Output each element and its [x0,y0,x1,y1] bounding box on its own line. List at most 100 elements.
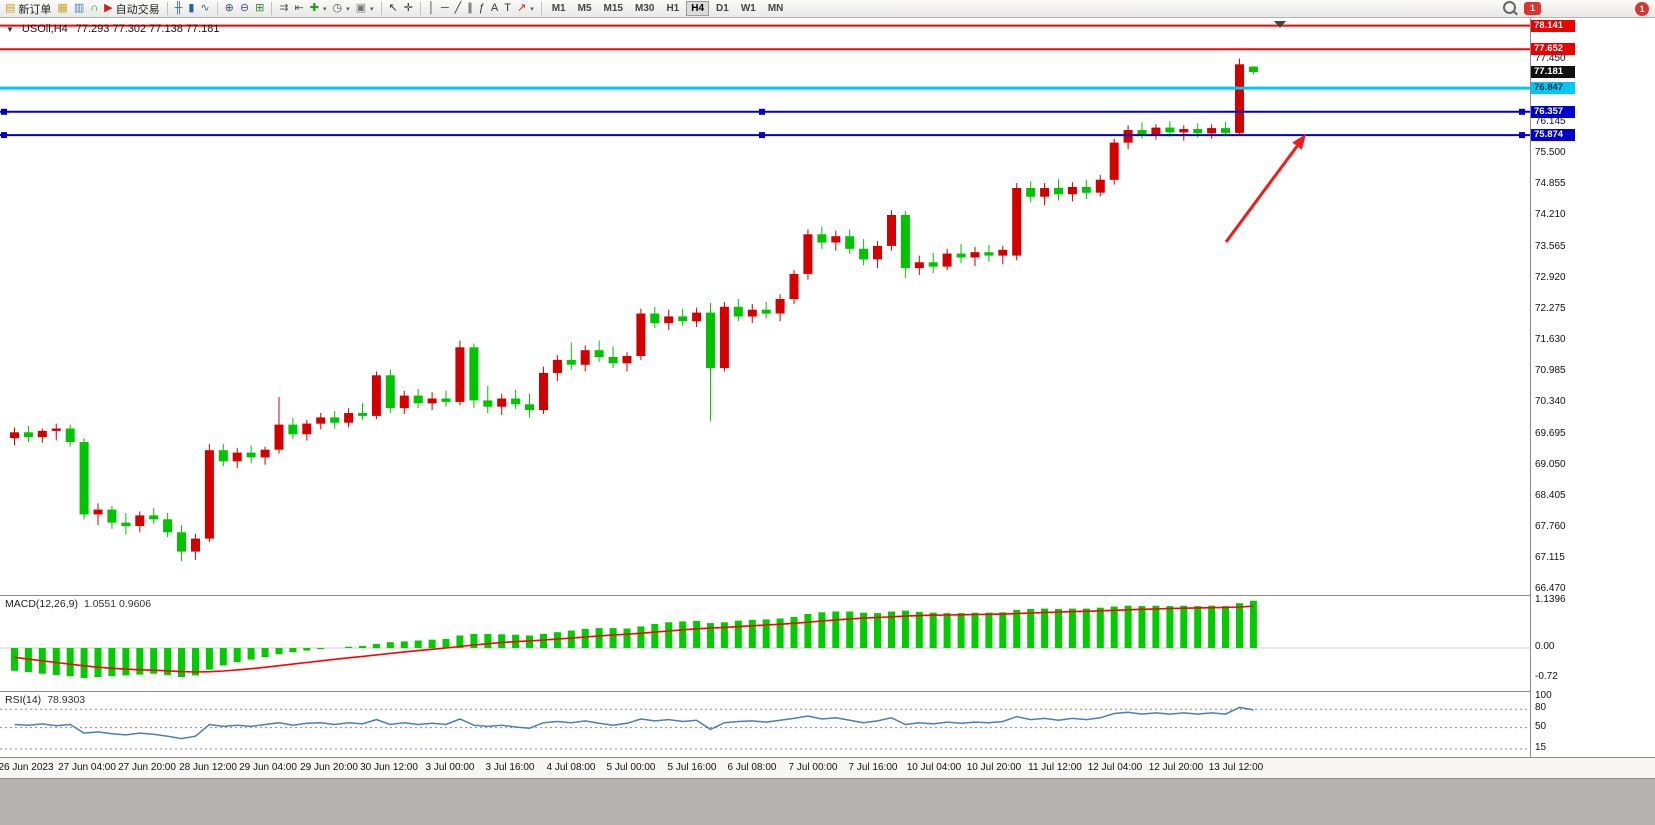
line-handle[interactable] [759,108,765,115]
candle-body [636,313,646,356]
line-handle[interactable] [1519,108,1525,115]
time-axis-label: 28 Jun 12:00 [179,762,237,773]
search-button[interactable] [1503,0,1516,17]
zoom-out-button[interactable]: ⊖ [237,1,252,17]
notification-badge[interactable]: 1 [1635,1,1649,16]
trendline-button[interactable]: ╱ [452,1,465,17]
price-tick-label: 72.275 [1535,303,1566,314]
toolbar-separator [166,2,168,15]
candle-body [956,253,966,258]
price-tick-label: 74.855 [1535,178,1566,189]
chart-shift-button[interactable]: ⇤ [292,1,307,17]
line-handle[interactable] [1519,132,1525,139]
chart-shift-icon: ⇤ [294,2,304,14]
rsi-canvas [0,706,1530,750]
autotrading-button[interactable]: ▶ 自动交易 [101,1,162,17]
timeframe-h4-button[interactable]: H4 [686,1,710,16]
channel-button[interactable]: ∥ [464,1,476,17]
annotation-arrow[interactable] [1224,134,1306,243]
cursor-button[interactable]: ↖ [386,1,401,17]
zoom-in-button[interactable]: ⊕ [222,1,237,17]
profiles-button[interactable]: ▥ [71,1,87,17]
macd-label: MACD(12,26,9) 1.0551 0.9606 [5,598,152,610]
arrow-object-icon: ↗ [516,2,527,14]
candle-body [887,215,896,246]
candle-body [358,413,367,416]
price-tick-label: 74.210 [1535,209,1566,220]
timeframe-d1-button[interactable]: D1 [716,3,729,14]
new-order-button[interactable]: ▤ 新订单 [2,1,54,17]
price-tick-label: 72.920 [1535,272,1566,283]
candle-body [831,236,841,243]
candle-body [692,312,702,322]
candle-body [1248,66,1258,72]
candle-body [928,262,938,267]
horizontal-line-75874[interactable] [0,132,1530,139]
rsi-panel[interactable]: RSI(14) 78.9303 [0,691,1530,757]
tile-windows-button[interactable]: ⊞ [252,1,267,17]
line-handle[interactable] [1,132,7,139]
candle-body [664,316,674,324]
text-button[interactable]: A [488,1,501,17]
crosshair-button[interactable]: ✛ [401,1,416,17]
line-handle[interactable] [1,108,7,115]
price-badge-75.874: 75.874 [1531,129,1575,141]
candle-body [942,253,952,267]
bar-chart-button[interactable]: ╫ [172,1,186,17]
timeframe-h1-button[interactable]: H1 [666,3,680,14]
chart-canvas[interactable] [0,18,1530,595]
price-tick-label: 71.630 [1535,334,1566,345]
timeframe-m5-button[interactable]: M5 [577,3,592,14]
chart-collapse-icon[interactable]: ▼ [6,24,14,34]
candle-body [427,398,437,404]
text-label-button[interactable]: T [501,1,514,17]
horizontal-line-icon: ─ [440,2,449,14]
candle-body [1221,128,1230,133]
price-tick-label: 67.760 [1535,521,1566,532]
candle-body [107,509,117,523]
candle-body [761,309,771,314]
charts-button[interactable]: ▦ [54,1,70,17]
periods-button[interactable]: ◷ ▾ [330,1,353,17]
horizontal-line-button[interactable]: ─ [438,1,452,17]
candle-body [218,450,228,462]
candlestick-chart-button[interactable]: ▮ [185,1,197,17]
ohlc-values: 77.293 77.302 77.138 77.181 [75,23,220,35]
timeframe-mn-button[interactable]: MN [767,3,784,14]
indicators-button[interactable]: ✚ ▾ [307,1,330,17]
channel-icon: ∥ [467,2,473,14]
alerts-badge[interactable]: 1 [1524,2,1541,15]
line-chart-button[interactable]: ∿ [197,1,212,17]
arrows-button[interactable]: ↗ ▾ [514,1,537,17]
auto-scroll-button[interactable]: ⇉ [276,1,291,17]
candle-body [525,404,534,411]
timeframe-m1-button[interactable]: M1 [551,3,566,14]
time-axis-label: 29 Jun 20:00 [300,762,358,773]
horizontal-line-76357[interactable] [0,108,1530,115]
crosshair-icon: ✛ [403,2,413,14]
main-chart-panel[interactable]: ▼ USOil,H4 77.293 77.302 77.138 77.181 [0,18,1530,595]
fibonacci-button[interactable]: ƒ [476,1,488,17]
candle-body [483,400,493,407]
candle-body [678,316,688,322]
chart-shift-marker[interactable] [1274,21,1286,28]
vertical-line-button[interactable]: │ [425,1,438,17]
timeframe-m30-button[interactable]: M30 [634,3,655,14]
search-icon [1503,0,1516,14]
time-axis-label: 27 Jun 20:00 [118,762,176,773]
candle-body [998,249,1008,256]
price-axis: 77.450 76.145 75.500 74.855 74.210 73.565 72.9… [1530,18,1655,757]
price-tick-label: 73.565 [1535,241,1566,252]
symbol-period-label: USOil,H4 [21,23,68,35]
candle-body [1054,188,1063,195]
macd-panel[interactable]: MACD(12,26,9) 1.0551 0.9606 [0,595,1530,691]
templates-button[interactable]: ▣ ▾ [353,1,377,17]
timeframe-m15-button[interactable]: M15 [603,3,623,14]
support-button[interactable]: ∩ [87,1,101,17]
macd-signal-line [14,605,1254,673]
timeframe-w1-button[interactable]: W1 [740,3,756,14]
line-handle[interactable] [759,132,765,139]
candle-body [23,432,33,438]
candle-body [51,428,61,431]
